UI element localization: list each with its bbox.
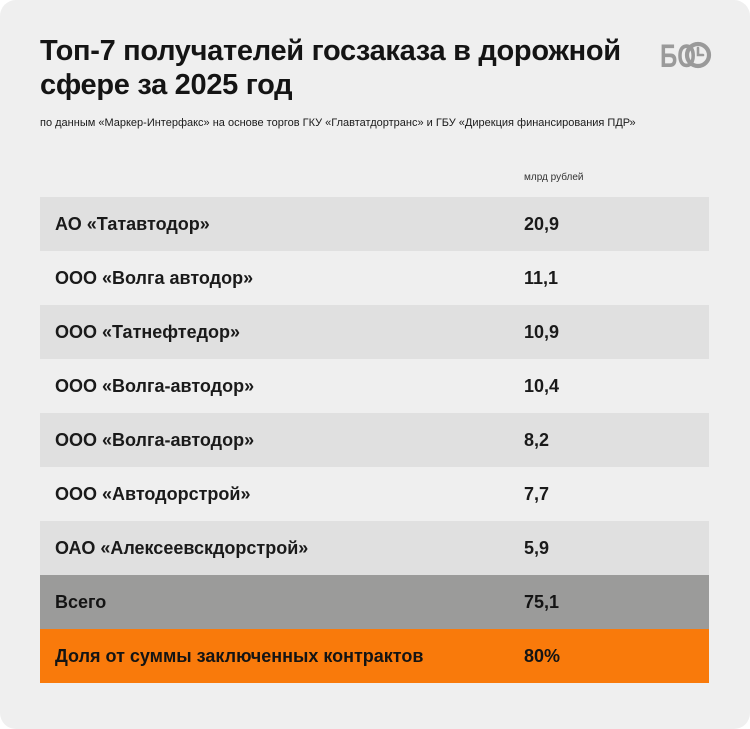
row-name: Доля от суммы заключенных контрактов	[55, 645, 424, 666]
table-row: ООО «Волга-автодор» 8,2	[40, 413, 709, 467]
row-value: 10,9	[524, 321, 560, 342]
table-row: ООО «Волга автодор» 11,1	[40, 251, 709, 305]
chart-subtitle: по данным «Маркер-Интерфакс» на основе т…	[40, 117, 636, 129]
row-value: 11,1	[524, 267, 559, 288]
table-row: ООО «Татнефтедор» 10,9	[40, 305, 709, 359]
table-row: ОАО «Алексеевскдорстрой» 5,9	[40, 521, 709, 575]
table-row: ООО «Волга-автодор» 10,4	[40, 359, 709, 413]
share-row: Доля от суммы заключенных контрактов 80%	[40, 629, 709, 683]
row-name: ООО «Волга автодор»	[55, 267, 254, 288]
row-name: Всего	[55, 591, 107, 612]
row-name: ООО «Волга-автодор»	[55, 375, 255, 396]
total-row: Всего 75,1	[40, 575, 709, 629]
unit-label: млрд рублей	[524, 172, 584, 183]
table-row: ООО «Автодорстрой» 7,7	[40, 467, 709, 521]
row-name: ОАО «Алексеевскдорстрой»	[55, 537, 309, 558]
table-row: АО «Татавтодор» 20,9	[40, 197, 709, 251]
row-value: 10,4	[524, 375, 560, 396]
clock-icon	[684, 41, 712, 69]
row-value: 5,9	[524, 537, 550, 558]
row-value: 80%	[524, 645, 561, 666]
logo: БО	[660, 39, 712, 71]
row-name: ООО «Волга-автодор»	[55, 429, 255, 450]
data-table: АО «Татавтодор» 20,9 ООО «Волга автодор» 11…	[40, 197, 709, 683]
row-name: ООО «Автодорстрой»	[55, 483, 251, 504]
row-value: 7,7	[524, 483, 550, 504]
row-name: ООО «Татнефтедор»	[55, 321, 241, 342]
row-value: 75,1	[524, 591, 560, 612]
row-name: АО «Татавтодор»	[55, 213, 210, 234]
logo-text: БО	[660, 39, 696, 71]
chart-title: Топ-7 получателей госзаказа в дорожной с…	[40, 35, 621, 101]
row-value: 8,2	[524, 429, 550, 450]
row-value: 20,9	[524, 213, 560, 234]
